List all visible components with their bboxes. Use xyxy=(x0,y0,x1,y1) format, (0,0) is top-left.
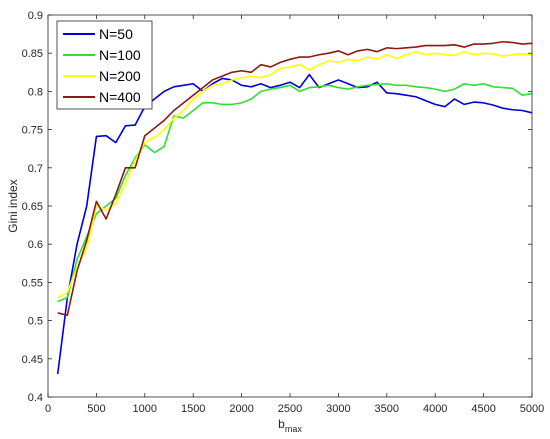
y-ticks: 0.4 0.45 0.5 0.55 0.6 0.65 0.7 0.75 0.8 0.85 0.9 xyxy=(22,10,532,404)
y-axis-label: Gini index xyxy=(6,179,20,232)
legend-label: N=100 xyxy=(99,47,141,63)
legend-label: N=50 xyxy=(99,26,133,42)
x-axis-label: bmax xyxy=(278,417,302,434)
x-tick-label: 4000 xyxy=(423,403,447,415)
y-tick-label: 0.9 xyxy=(28,10,43,22)
y-tick-label: 0.45 xyxy=(22,354,43,366)
x-ticks: 0 500 1000 1500 2000 2500 3000 3500 4000 4500 5000 xyxy=(45,15,544,415)
series-line-1 xyxy=(56,73,533,375)
x-tick-label: 3500 xyxy=(375,403,399,415)
x-axis-label-sub: max xyxy=(285,424,303,434)
legend-label: N=400 xyxy=(99,89,141,105)
y-tick-label: 0.65 xyxy=(22,201,43,213)
x-tick-label: 1000 xyxy=(133,403,157,415)
y-tick-label: 0.55 xyxy=(22,277,43,289)
x-tick-label: 2000 xyxy=(229,403,253,415)
legend-box xyxy=(56,20,153,110)
x-tick-label: 4500 xyxy=(471,403,495,415)
series-line-4 xyxy=(57,40,533,317)
x-axis-label-main: b xyxy=(278,417,285,431)
series-line-3 xyxy=(57,50,533,299)
x-tick-label: 2500 xyxy=(278,403,302,415)
series-lines xyxy=(56,40,533,375)
x-tick-label: 3000 xyxy=(326,403,350,415)
legend: N=50 N=100 N=200 N=400 xyxy=(56,20,153,110)
x-tick-label: 1500 xyxy=(181,403,205,415)
x-tick-label: 0 xyxy=(45,403,51,415)
y-tick-label: 0.8 xyxy=(28,86,43,98)
y-tick-label: 0.5 xyxy=(28,316,43,328)
x-tick-label: 500 xyxy=(87,403,105,415)
y-tick-label: 0.6 xyxy=(28,239,43,251)
legend-label: N=200 xyxy=(99,68,141,84)
y-tick-label: 0.7 xyxy=(28,163,43,175)
x-tick-label: 5000 xyxy=(520,403,544,415)
y-tick-label: 0.4 xyxy=(28,392,43,404)
y-tick-label: 0.75 xyxy=(22,125,43,137)
y-tick-label: 0.85 xyxy=(22,48,43,60)
